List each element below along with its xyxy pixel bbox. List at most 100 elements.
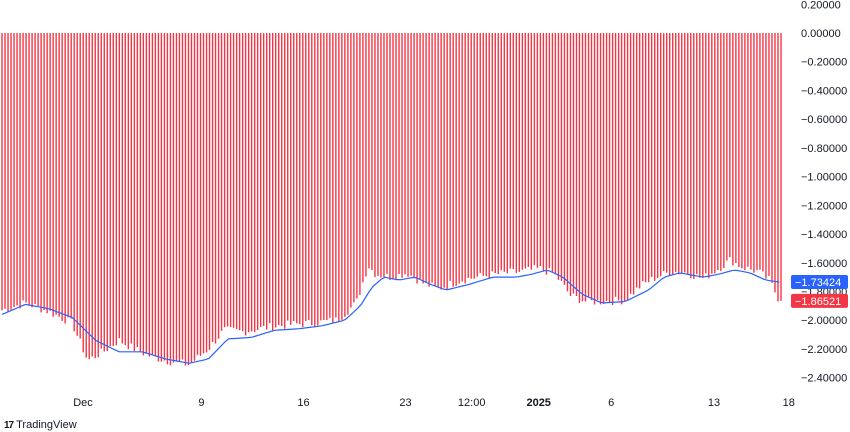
- histogram-bar: [115, 33, 117, 346]
- histogram-bar: [380, 33, 382, 278]
- histogram-bar: [461, 33, 463, 282]
- histogram-bar: [265, 33, 268, 330]
- histogram-bar: [774, 33, 776, 293]
- x-tick-label: 6: [608, 397, 614, 409]
- histogram-bar: [13, 33, 15, 307]
- histogram-bar: [362, 33, 364, 283]
- histogram-bar: [735, 33, 737, 263]
- histogram-bar: [512, 33, 515, 270]
- tradingview-logo[interactable]: 17 TradingView: [4, 418, 77, 432]
- histogram-bar: [383, 33, 385, 278]
- histogram-bar: [705, 33, 707, 274]
- histogram-bar: [329, 33, 331, 318]
- histogram-bar: [223, 33, 226, 328]
- histogram-bar: [443, 33, 445, 288]
- histogram-bar: [617, 33, 620, 301]
- histogram-bar: [690, 33, 692, 279]
- histogram-bar: [569, 33, 572, 296]
- histogram-bar: [247, 33, 250, 333]
- histogram-bar: [768, 33, 770, 276]
- y-tick-label: −1.20000: [801, 200, 847, 212]
- tradingview-logo-icon: 17: [4, 419, 14, 431]
- histogram-bar: [635, 33, 638, 288]
- histogram-bar: [58, 33, 60, 317]
- y-axis[interactable]: 0.20000 0.00000 −0.20000 −0.40000 −0.60000 −0…: [801, 0, 847, 385]
- line-series: [1, 269, 780, 364]
- histogram-bar: [250, 33, 253, 332]
- histogram-bar: [49, 33, 51, 311]
- histogram-bar: [575, 33, 578, 297]
- histogram-bar: [1, 33, 3, 311]
- x-tick-label: 12:00: [458, 397, 486, 409]
- histogram-bar: [563, 33, 566, 285]
- y-tick-label: −0.60000: [801, 114, 847, 126]
- histogram-bar: [7, 33, 9, 312]
- histogram-bar: [275, 33, 277, 328]
- histogram-bar: [687, 33, 689, 275]
- x-axis[interactable]: Dec 9 16 23 12:00 2025 6 13 18: [73, 397, 795, 409]
- histogram-bar: [711, 33, 713, 274]
- histogram-bar: [166, 33, 169, 365]
- histogram-bar: [253, 33, 256, 333]
- histogram-bar: [485, 33, 487, 277]
- histogram-bar: [626, 33, 629, 301]
- histogram-bar: [308, 33, 310, 320]
- histogram-bar: [596, 33, 599, 301]
- histogram-bar: [365, 33, 367, 277]
- histogram-bar: [199, 33, 202, 356]
- histogram-bar: [452, 33, 454, 287]
- histogram-bar: [94, 33, 96, 359]
- y-tick-label: −0.40000: [801, 86, 847, 98]
- histogram-bar: [287, 33, 289, 321]
- histogram-bar: [109, 33, 111, 347]
- histogram-bar: [497, 33, 499, 275]
- histogram-bar: [756, 33, 758, 271]
- histogram-bar: [19, 33, 21, 309]
- y-tick-label: −1.40000: [801, 229, 847, 241]
- histogram-bar: [302, 33, 304, 327]
- histogram-bar: [22, 33, 24, 301]
- y-tick-label: 0.00000: [801, 28, 841, 40]
- histogram-bar: [482, 33, 484, 276]
- histogram-bar: [76, 33, 78, 336]
- histogram-bar: [750, 33, 752, 270]
- histogram-bar: [744, 33, 746, 271]
- histogram-bar: [16, 33, 18, 306]
- histogram-bar: [653, 33, 656, 281]
- histogram-bar: [305, 33, 307, 322]
- histogram-bar: [278, 33, 280, 326]
- histogram-bar: [338, 33, 340, 322]
- histogram-bar: [106, 33, 108, 352]
- histogram-bar: [139, 33, 142, 352]
- histogram-bar: [205, 33, 208, 353]
- histogram-bar: [148, 33, 151, 357]
- histogram-bar: [446, 33, 448, 289]
- histogram-bar: [368, 33, 370, 269]
- histogram-bar: [100, 33, 102, 349]
- histogram-bar: [151, 33, 154, 355]
- histogram-bar: [611, 33, 614, 305]
- histogram-bar: [392, 33, 394, 280]
- histogram-bar: [515, 33, 518, 273]
- histogram-bar: [37, 33, 39, 307]
- histogram-bar: [398, 33, 400, 274]
- histogram-bar: [693, 33, 695, 279]
- histogram-bar: [82, 33, 84, 353]
- histogram-bar: [509, 33, 512, 269]
- histogram-bar: [124, 33, 127, 346]
- histogram-bar: [407, 33, 409, 277]
- histogram-bar: [296, 33, 298, 324]
- histogram-bar: [644, 33, 647, 283]
- x-tick-label: 23: [399, 397, 411, 409]
- histogram-bar: [290, 33, 292, 325]
- histogram-bar: [419, 33, 421, 279]
- y-tick-label: −0.20000: [801, 57, 847, 69]
- histogram-bar: [678, 33, 680, 275]
- y-tick-label: −2.00000: [801, 315, 847, 327]
- histogram-bar: [464, 33, 466, 284]
- histogram-bar: [608, 33, 611, 303]
- histogram-bar: [425, 33, 427, 283]
- histogram-bar: [536, 33, 539, 268]
- histogram-bar: [202, 33, 205, 354]
